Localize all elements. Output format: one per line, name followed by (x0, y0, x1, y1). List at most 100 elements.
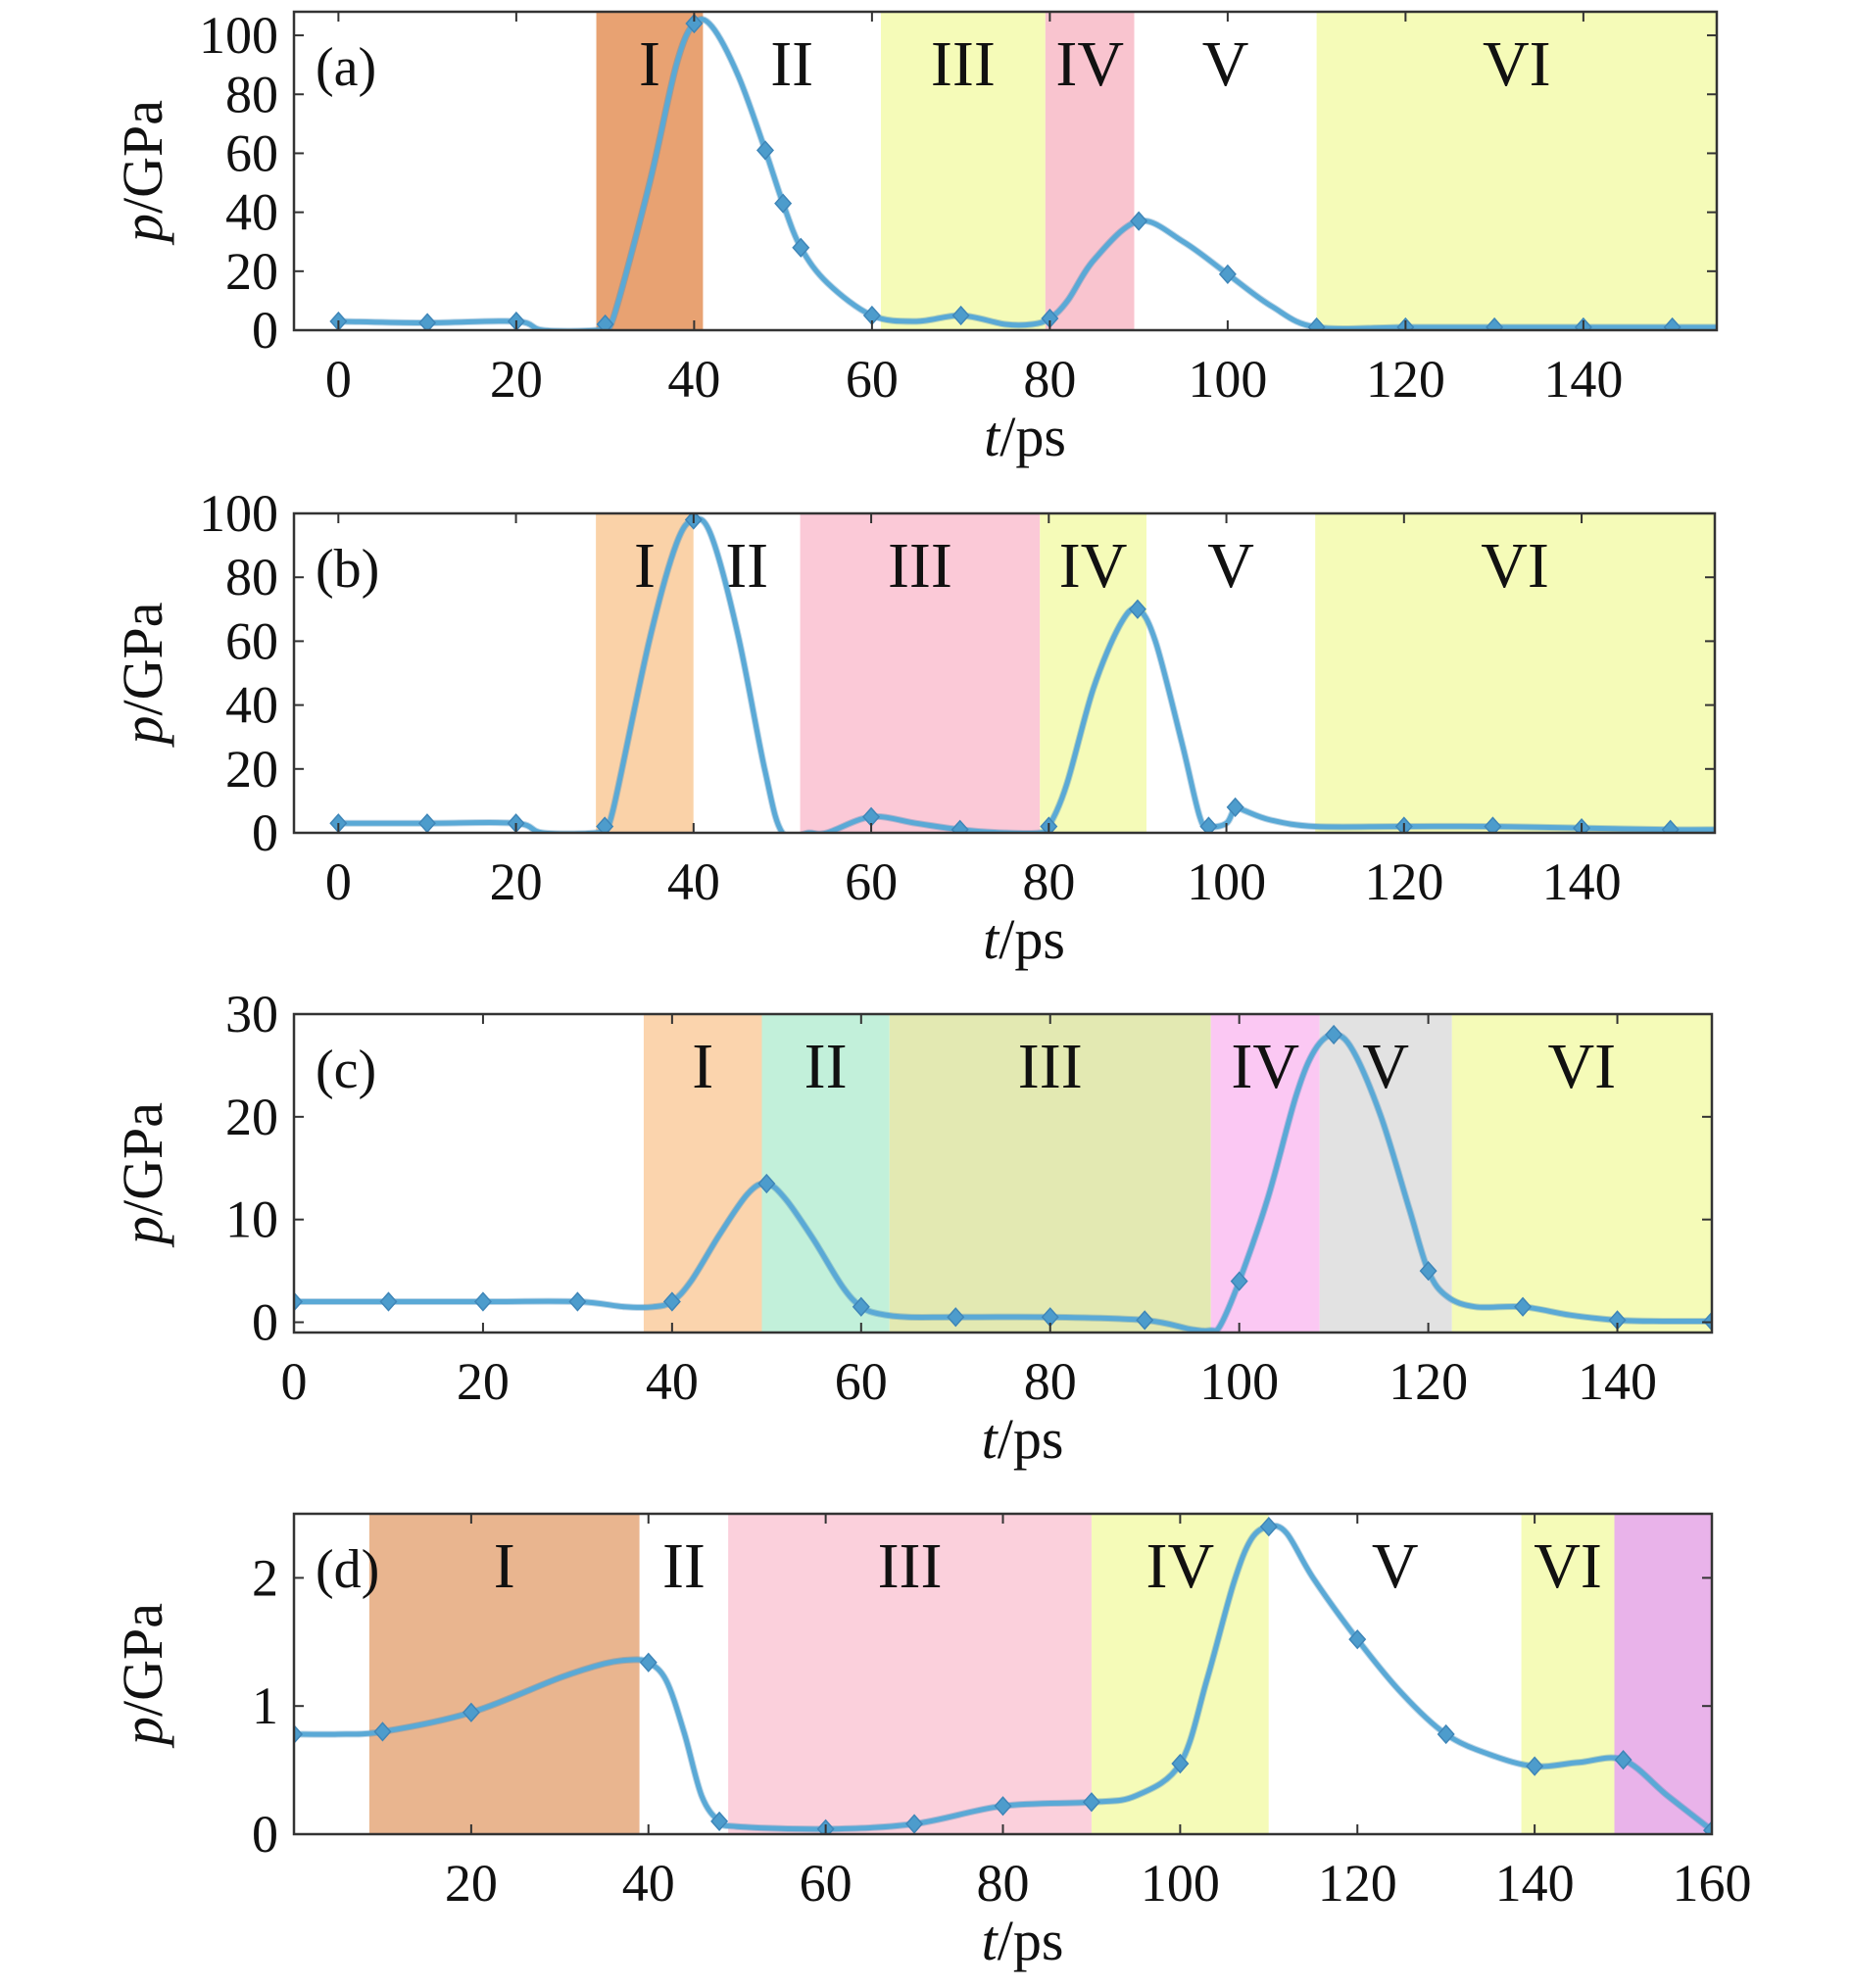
x-tick-label: 160 (1673, 1854, 1752, 1913)
data-point-marker (662, 1291, 681, 1312)
x-tick-label: 140 (1542, 852, 1622, 911)
region-label-ii: II (770, 28, 813, 100)
x-tick-label: 120 (1364, 852, 1443, 911)
x-tick-label: 20 (490, 350, 543, 409)
region-label-iii: III (878, 1530, 943, 1602)
region-band-i (643, 1014, 762, 1333)
region-band-i (596, 12, 704, 330)
data-point-marker (792, 237, 810, 258)
plot-frame (292, 10, 1719, 332)
x-tick-label: 120 (1318, 1854, 1397, 1913)
data-point-marker (994, 1796, 1012, 1817)
y-tick-label: 30 (225, 985, 278, 1043)
x-tick-label: 40 (646, 1352, 699, 1411)
region-label-iv: IV (1231, 1031, 1299, 1102)
region-label-vi: VI (1483, 28, 1551, 100)
region-label-ii: II (804, 1031, 848, 1102)
data-point-marker (1259, 1516, 1278, 1537)
region-band-iv (1040, 513, 1146, 833)
region-band-iii (728, 1514, 1092, 1834)
data-point-marker (774, 193, 793, 214)
data-point-marker (596, 314, 614, 330)
panel-b: I II III IV V VI0 20 40 60 80 100 120 14002040608010… (111, 484, 1717, 971)
y-tick-label: 10 (225, 1190, 278, 1249)
region-band-vi (1451, 1014, 1712, 1333)
x-tick-label: 20 (490, 852, 543, 911)
data-point-marker (473, 1291, 492, 1312)
y-tick-label: 60 (225, 611, 278, 670)
data-point-marker (1702, 1311, 1712, 1332)
x-axis-label: t/ps (984, 405, 1066, 468)
x-axis-label: t/ps (982, 1909, 1064, 1972)
region-band-iv (1045, 12, 1135, 330)
region-label-vi: VI (1548, 1031, 1617, 1102)
y-tick-label: 20 (225, 242, 278, 301)
region-band-v (1268, 1514, 1522, 1834)
x-tick-label: 20 (445, 1854, 498, 1913)
data-point-marker (1307, 316, 1326, 330)
y-tick-label: 80 (225, 548, 278, 606)
panel-label: (c) (316, 1040, 376, 1100)
region-label-v: V (1207, 530, 1254, 602)
x-tick-label: 60 (845, 852, 898, 911)
data-point-marker (1661, 819, 1680, 833)
data-point-marker (1226, 797, 1244, 818)
region-band-vi (1521, 1514, 1615, 1834)
y-tick-label: 40 (225, 676, 278, 735)
x-tick-label: 120 (1366, 350, 1445, 409)
region-bands (368, 1514, 1712, 1834)
region-label-vi: VI (1534, 1530, 1602, 1602)
region-band-iii (800, 513, 1041, 833)
plot-frame (292, 1012, 1714, 1334)
x-tick-label: 120 (1389, 1352, 1468, 1411)
series-line (335, 516, 1715, 833)
data-point-marker (950, 819, 969, 833)
x-tick-label: 0 (325, 852, 352, 911)
region-band-i (368, 1514, 640, 1834)
data-point-marker (1348, 1629, 1367, 1650)
region-label-i: I (639, 28, 660, 100)
x-tick-label: 40 (667, 350, 720, 409)
region-band-iii (889, 1014, 1211, 1333)
y-tick-label: 20 (225, 1088, 278, 1146)
x-tick-label: 140 (1495, 1854, 1575, 1913)
y-tick-label: 100 (199, 6, 278, 65)
region-label-iii: III (888, 530, 952, 602)
region-label-iv: IV (1055, 28, 1124, 100)
panel-label: (d) (316, 1539, 379, 1600)
data-point-marker (757, 1173, 776, 1194)
data-point-marker (1136, 1310, 1154, 1331)
data-point-marker (294, 1291, 304, 1312)
panel-label: (a) (316, 37, 376, 98)
region-label-iv: IV (1059, 530, 1128, 602)
region-band-v (1146, 513, 1316, 833)
data-point-marker (1702, 1819, 1712, 1834)
y-tick-label: 0 (252, 1805, 278, 1864)
region-label-i: I (634, 530, 656, 602)
region-band-extra (1614, 1514, 1712, 1834)
x-tick-label: 80 (1023, 350, 1076, 409)
y-tick-label: 0 (252, 1293, 278, 1352)
y-axis-label: p/GPa (111, 100, 174, 246)
panel-a: I II III IV V VI0 20 40 60 80 100 120 14002040608010… (111, 6, 1719, 468)
y-axis-label: p/GPa (111, 1603, 174, 1749)
data-point-marker (373, 1721, 392, 1742)
data-point-marker (852, 1296, 870, 1317)
x-tick-label: 80 (977, 1854, 1030, 1913)
plot-frame (292, 511, 1717, 835)
x-tick-label: 100 (1187, 852, 1266, 911)
data-point-marker (1663, 316, 1681, 330)
region-label-v: V (1202, 28, 1249, 100)
region-label-iii: III (931, 28, 996, 100)
data-point-marker (568, 1291, 587, 1312)
region-label-vi: VI (1481, 530, 1549, 602)
y-tick-label: 2 (252, 1548, 278, 1607)
y-tick-label: 0 (252, 301, 278, 360)
region-label-i: I (692, 1031, 713, 1102)
data-point-marker (1199, 816, 1218, 833)
x-tick-label: 80 (1022, 852, 1075, 911)
x-tick-label: 100 (1199, 1352, 1279, 1411)
region-band-iii (880, 12, 1046, 330)
x-tick-label: 140 (1578, 1352, 1657, 1411)
data-point-marker (755, 140, 774, 161)
